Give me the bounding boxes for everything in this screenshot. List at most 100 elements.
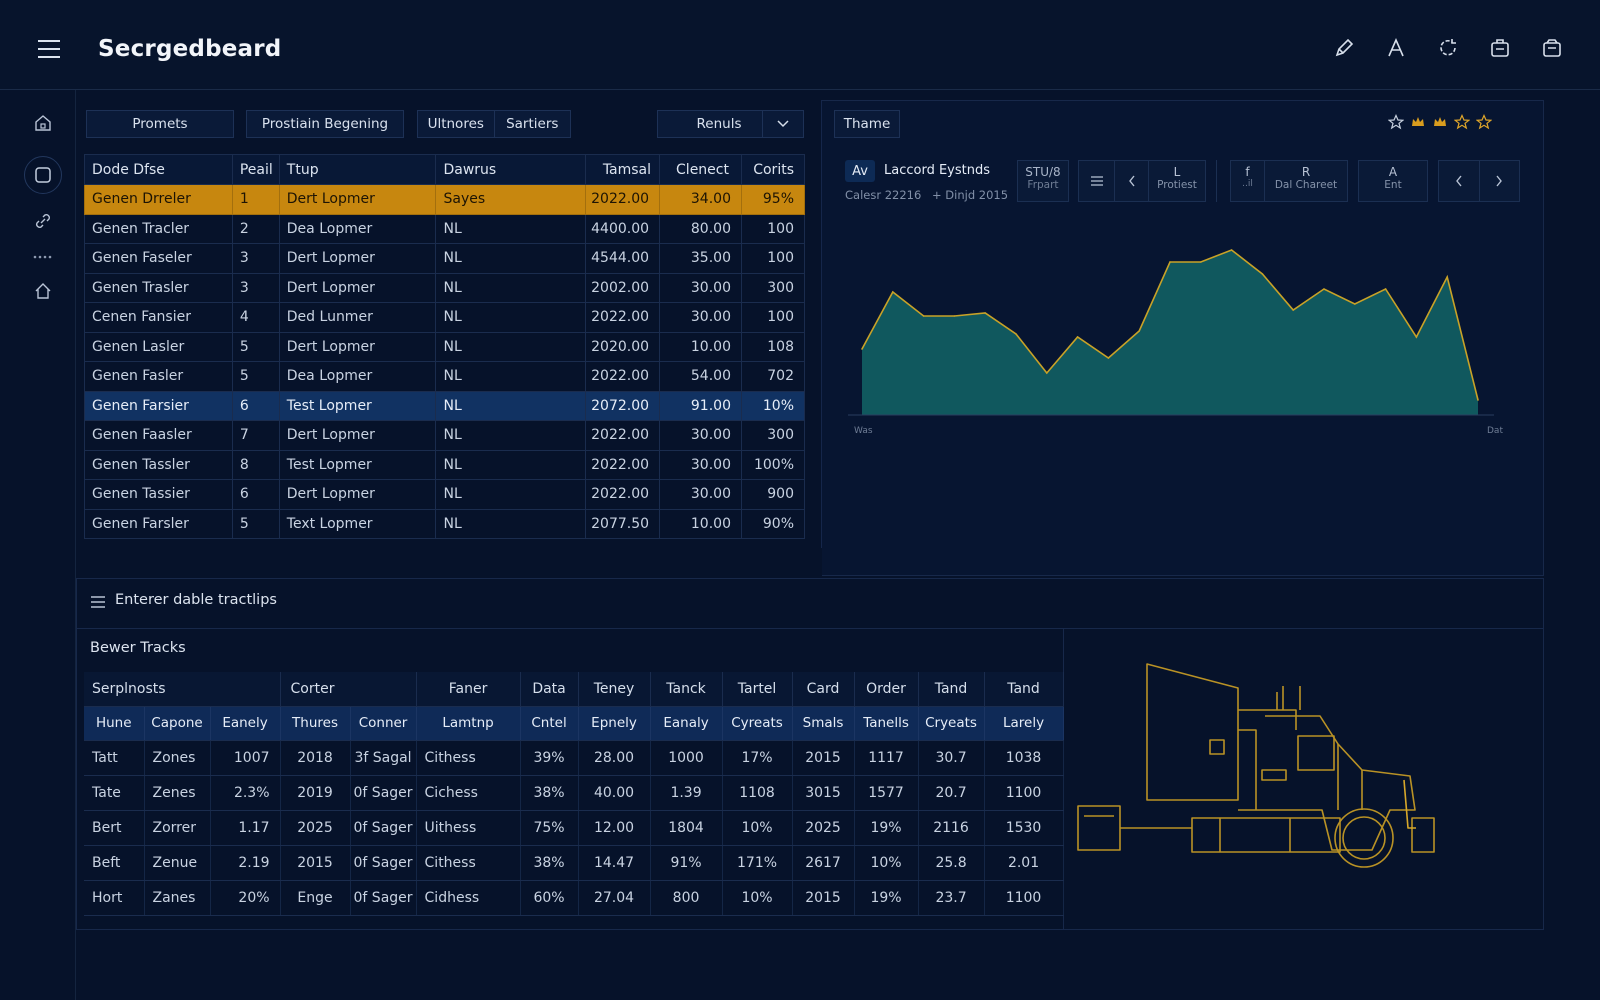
group-header[interactable]: Faner: [416, 672, 521, 707]
group-header[interactable]: Tand: [984, 672, 1064, 707]
house-icon[interactable]: [30, 278, 56, 304]
renuls-dropdown[interactable]: Renuls: [657, 110, 804, 138]
table-row[interactable]: Genen Tassier 6 Dert Lopmer NL 2022.00 30.00 9…: [84, 479, 806, 510]
col-header[interactable]: Capone: [144, 706, 211, 741]
square-icon[interactable]: [24, 156, 62, 194]
table-row[interactable]: Genen Farsier 6 Test Lopmer NL 2072.00 91.00 1…: [84, 390, 806, 421]
table-row[interactable]: Beft Zenue 2.19 2015 0f Sager Cithess 38% 14.47…: [84, 845, 1064, 881]
col-header[interactable]: Cyreats: [722, 706, 793, 741]
table-row[interactable]: Tate Zenes 2.3% 2019 0f Sager Cichess 38% 40.00…: [84, 775, 1064, 811]
col-header[interactable]: Eanaly: [650, 706, 723, 741]
refresh-icon[interactable]: [1436, 36, 1460, 60]
table-row[interactable]: Bert Zorrer 1.17 2025 0f Sager Uithess 75% 12.0…: [84, 810, 1064, 846]
table-cell: 2015: [792, 880, 855, 916]
table-row[interactable]: Genen Tassler 8 Test Lopmer NL 2022.00 30.00 1…: [84, 449, 806, 480]
ent-button[interactable]: A Ent: [1358, 160, 1428, 202]
table-cell: Hort: [84, 880, 145, 916]
table-row[interactable]: Genen Fasler 5 Dea Lopmer NL 2022.00 54.00 702: [84, 361, 806, 392]
table-row[interactable]: Genen Trasler 3 Dert Lopmer NL 2002.00 30.00 3…: [84, 272, 806, 303]
table-cell: 91.00: [659, 390, 742, 421]
star-outline-icon[interactable]: [1387, 114, 1405, 134]
list-icon[interactable]: [1079, 161, 1115, 201]
table-row[interactable]: Cenen Fansier 4 Ded Lunmer NL 2022.00 30.00 10…: [84, 302, 806, 333]
col-header[interactable]: Ttup: [278, 154, 437, 185]
chevron-left-icon[interactable]: [1115, 161, 1149, 201]
col-header[interactable]: Hune: [84, 706, 145, 741]
dal-chareet-button[interactable]: R Dal Chareet: [1265, 161, 1347, 201]
promets-button[interactable]: Promets: [86, 110, 234, 138]
table-cell: Cidhess: [416, 880, 521, 916]
chart-point: [1138, 330, 1140, 332]
text-icon[interactable]: [1384, 36, 1408, 60]
briefcase-icon[interactable]: [1488, 36, 1512, 60]
group-header[interactable]: Corter: [280, 672, 417, 707]
group-header[interactable]: Tartel: [722, 672, 793, 707]
table-row[interactable]: Genen Faasler 7 Dert Lopmer NL 2022.00 30.00 3…: [84, 420, 806, 451]
col-header[interactable]: Conner: [350, 706, 417, 741]
menu-icon[interactable]: [38, 40, 60, 58]
group-header[interactable]: Order: [854, 672, 919, 707]
chevron-left-icon[interactable]: [1439, 161, 1480, 201]
table-row[interactable]: Genen Faseler 3 Dert Lopmer NL 4544.00 35.00 1…: [84, 243, 806, 274]
col-header[interactable]: Dode Dfse: [84, 154, 233, 185]
table-row[interactable]: Genen Farsler 5 Text Lopmer NL 2077.50 10.00 9…: [84, 508, 806, 539]
col-header[interactable]: Epnely: [578, 706, 651, 741]
chart-title: Laccord Eystnds: [884, 163, 990, 178]
col-header[interactable]: Lamtnp: [416, 706, 521, 741]
segment-sartiers[interactable]: Sartiers: [506, 116, 559, 132]
group-header[interactable]: Serplnosts: [84, 672, 281, 707]
table-cell: 30.7: [918, 740, 985, 776]
group-header[interactable]: Card: [792, 672, 855, 707]
list-icon[interactable]: [90, 594, 106, 613]
star-outline-icon[interactable]: [1453, 114, 1471, 134]
pen-icon[interactable]: [1332, 36, 1356, 60]
table-cell: 1100: [984, 880, 1064, 916]
table-row[interactable]: Tatt Zones 1007 2018 3f Sagal Cithess 39% 28.00…: [84, 740, 1064, 776]
col-header[interactable]: Peail: [231, 154, 280, 185]
table-cell: 1000: [650, 740, 723, 776]
col-header[interactable]: Thures: [280, 706, 351, 741]
segment-ultnores[interactable]: Ultnores: [427, 116, 484, 132]
chart-point: [1169, 261, 1171, 263]
table-cell: 30.00: [659, 479, 742, 510]
chevron-right-icon[interactable]: [1480, 161, 1520, 201]
protiest-button[interactable]: L Protiest: [1149, 161, 1205, 201]
table-cell: Cenen Fansier: [84, 302, 233, 333]
col-header[interactable]: Corits: [740, 154, 806, 185]
table-cell: Cithess: [416, 740, 521, 776]
prostiain-begening-button[interactable]: Prostiain Begening: [246, 110, 404, 138]
theme-button[interactable]: Thame: [834, 110, 900, 138]
star-outline-icon[interactable]: [1475, 114, 1493, 134]
col-header[interactable]: Larely: [984, 706, 1064, 741]
col-header[interactable]: Tanells: [854, 706, 919, 741]
col-header[interactable]: Dawrus: [435, 154, 587, 185]
group-header[interactable]: Tand: [918, 672, 985, 707]
col-header[interactable]: Smals: [792, 706, 855, 741]
link-icon[interactable]: [30, 208, 56, 234]
group-header[interactable]: Data: [520, 672, 579, 707]
col-header[interactable]: Tamsal: [585, 154, 661, 185]
col-header[interactable]: Clenect: [659, 154, 742, 185]
table-cell: Dea Lopmer: [278, 213, 437, 244]
f-button[interactable]: f ..il: [1231, 161, 1265, 201]
table-cell: Genen Faasler: [84, 420, 233, 451]
table-cell: 10%: [722, 880, 793, 916]
home-lock-icon[interactable]: [30, 110, 56, 136]
more-icon[interactable]: [30, 244, 56, 270]
stub-box[interactable]: STU/8 Frpart: [1017, 160, 1069, 202]
table-row[interactable]: Genen Drreler 1 Dert Lopmer Sayes 2022.00 34.…: [84, 184, 806, 215]
group-header[interactable]: Tanck: [650, 672, 723, 707]
col-header[interactable]: Cntel: [520, 706, 579, 741]
table-cell: Zones: [144, 740, 211, 776]
table-row[interactable]: Genen Lasler 5 Dert Lopmer NL 2020.00 10.00 10…: [84, 331, 806, 362]
archive-icon[interactable]: [1540, 36, 1564, 60]
table-row[interactable]: Hort Zanes 20% Enge 0f Sager Cidhess 60% 27.04 8…: [84, 880, 1064, 916]
table-row[interactable]: Genen Tracler 2 Dea Lopmer NL 4400.00 80.00 10…: [84, 213, 806, 244]
table-cell: NL: [435, 213, 587, 244]
group-header[interactable]: Teney: [578, 672, 651, 707]
table-cell: Dert Lopmer: [278, 184, 437, 215]
col-header[interactable]: Eanely: [210, 706, 281, 741]
crown-icon[interactable]: [1410, 114, 1426, 134]
col-header[interactable]: Cryeats: [918, 706, 985, 741]
crown-icon[interactable]: [1432, 114, 1448, 134]
